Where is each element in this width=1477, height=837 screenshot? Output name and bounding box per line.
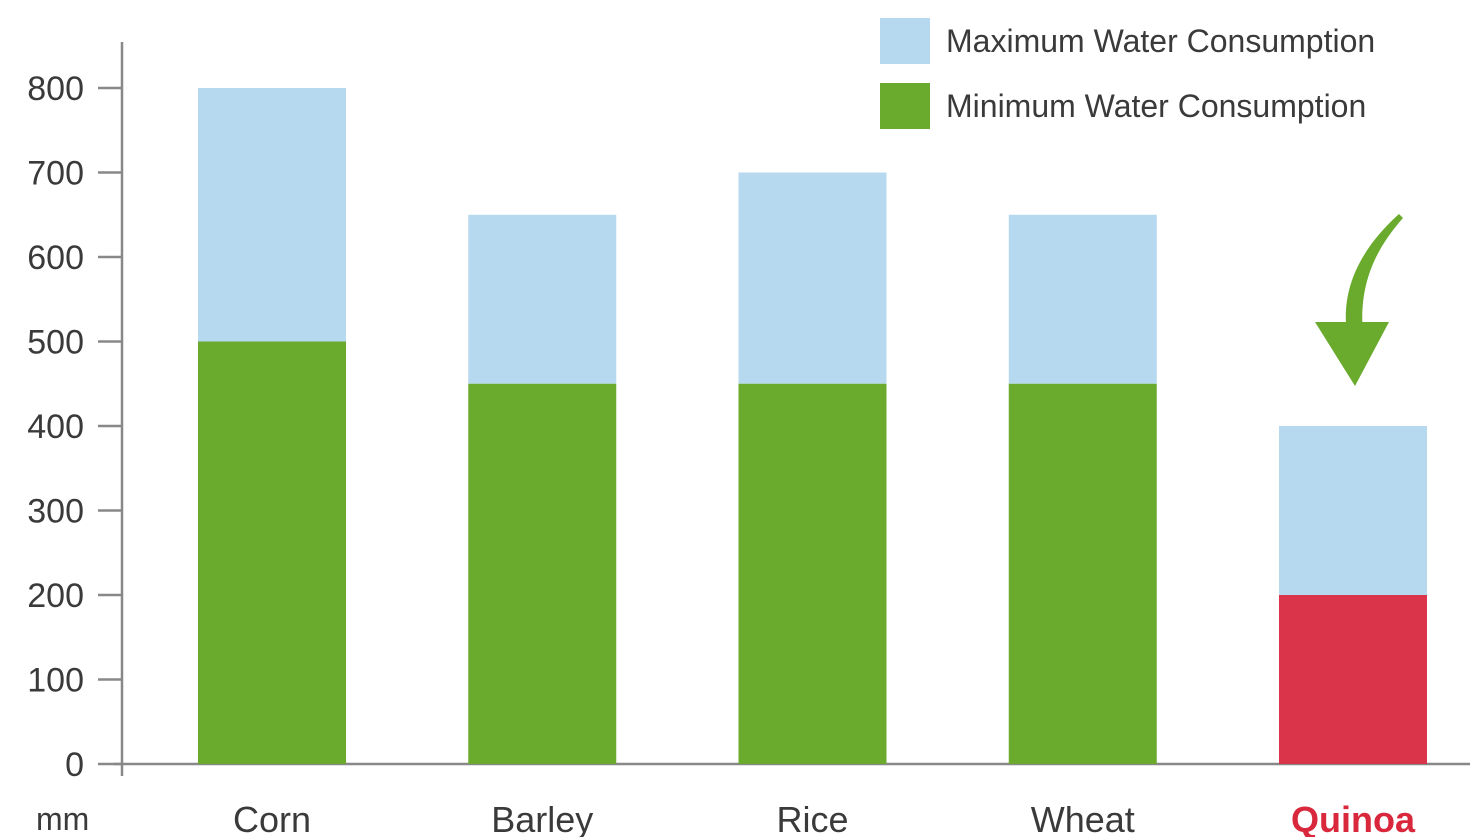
- y-tick-label: 500: [27, 324, 84, 362]
- bar-max-rice: [738, 172, 887, 384]
- bar-min-quinoa: [1279, 595, 1427, 764]
- legend-label-max: Maximum Water Consumption: [946, 23, 1375, 59]
- bar-max-barley: [468, 214, 617, 384]
- legend-swatch-max: [880, 18, 930, 64]
- y-tick-label: 0: [65, 746, 84, 784]
- bar-max-wheat: [1008, 214, 1157, 384]
- category-labels: Corn Barley Rice Wheat Quinoa: [233, 799, 1416, 837]
- arrow-head: [1315, 322, 1389, 386]
- y-tick-label: 600: [27, 239, 84, 277]
- bar-max-corn: [198, 88, 346, 342]
- bar-min-rice: [738, 383, 887, 764]
- y-tick-label: 700: [27, 155, 84, 193]
- y-tick-label: 800: [27, 70, 84, 108]
- x-tick-label-barley: Barley: [491, 799, 593, 837]
- y-axis-unit-label: mm: [36, 801, 89, 837]
- y-tick-label: 200: [27, 577, 84, 615]
- bar-max-quinoa: [1279, 426, 1427, 595]
- y-tick-label: 100: [27, 662, 84, 700]
- arrow-shaft: [1345, 214, 1403, 334]
- x-tick-label-rice: Rice: [776, 799, 848, 837]
- bar-min-wheat: [1008, 383, 1157, 764]
- y-tick-label: 400: [27, 408, 84, 446]
- x-tick-label-quinoa: Quinoa: [1291, 799, 1416, 837]
- x-tick-label-corn: Corn: [233, 799, 311, 837]
- y-tick-label: 300: [27, 493, 84, 531]
- legend-label-min: Minimum Water Consumption: [946, 88, 1366, 124]
- quinoa-arrow-annotation: [1315, 214, 1403, 386]
- legend-swatch-min: [880, 83, 930, 129]
- bar-min-corn: [198, 341, 346, 764]
- bars: [198, 88, 1427, 764]
- legend: Maximum Water Consumption Minimum Water …: [880, 18, 1375, 129]
- bar-min-barley: [468, 383, 617, 764]
- x-tick-label-wheat: Wheat: [1031, 799, 1135, 837]
